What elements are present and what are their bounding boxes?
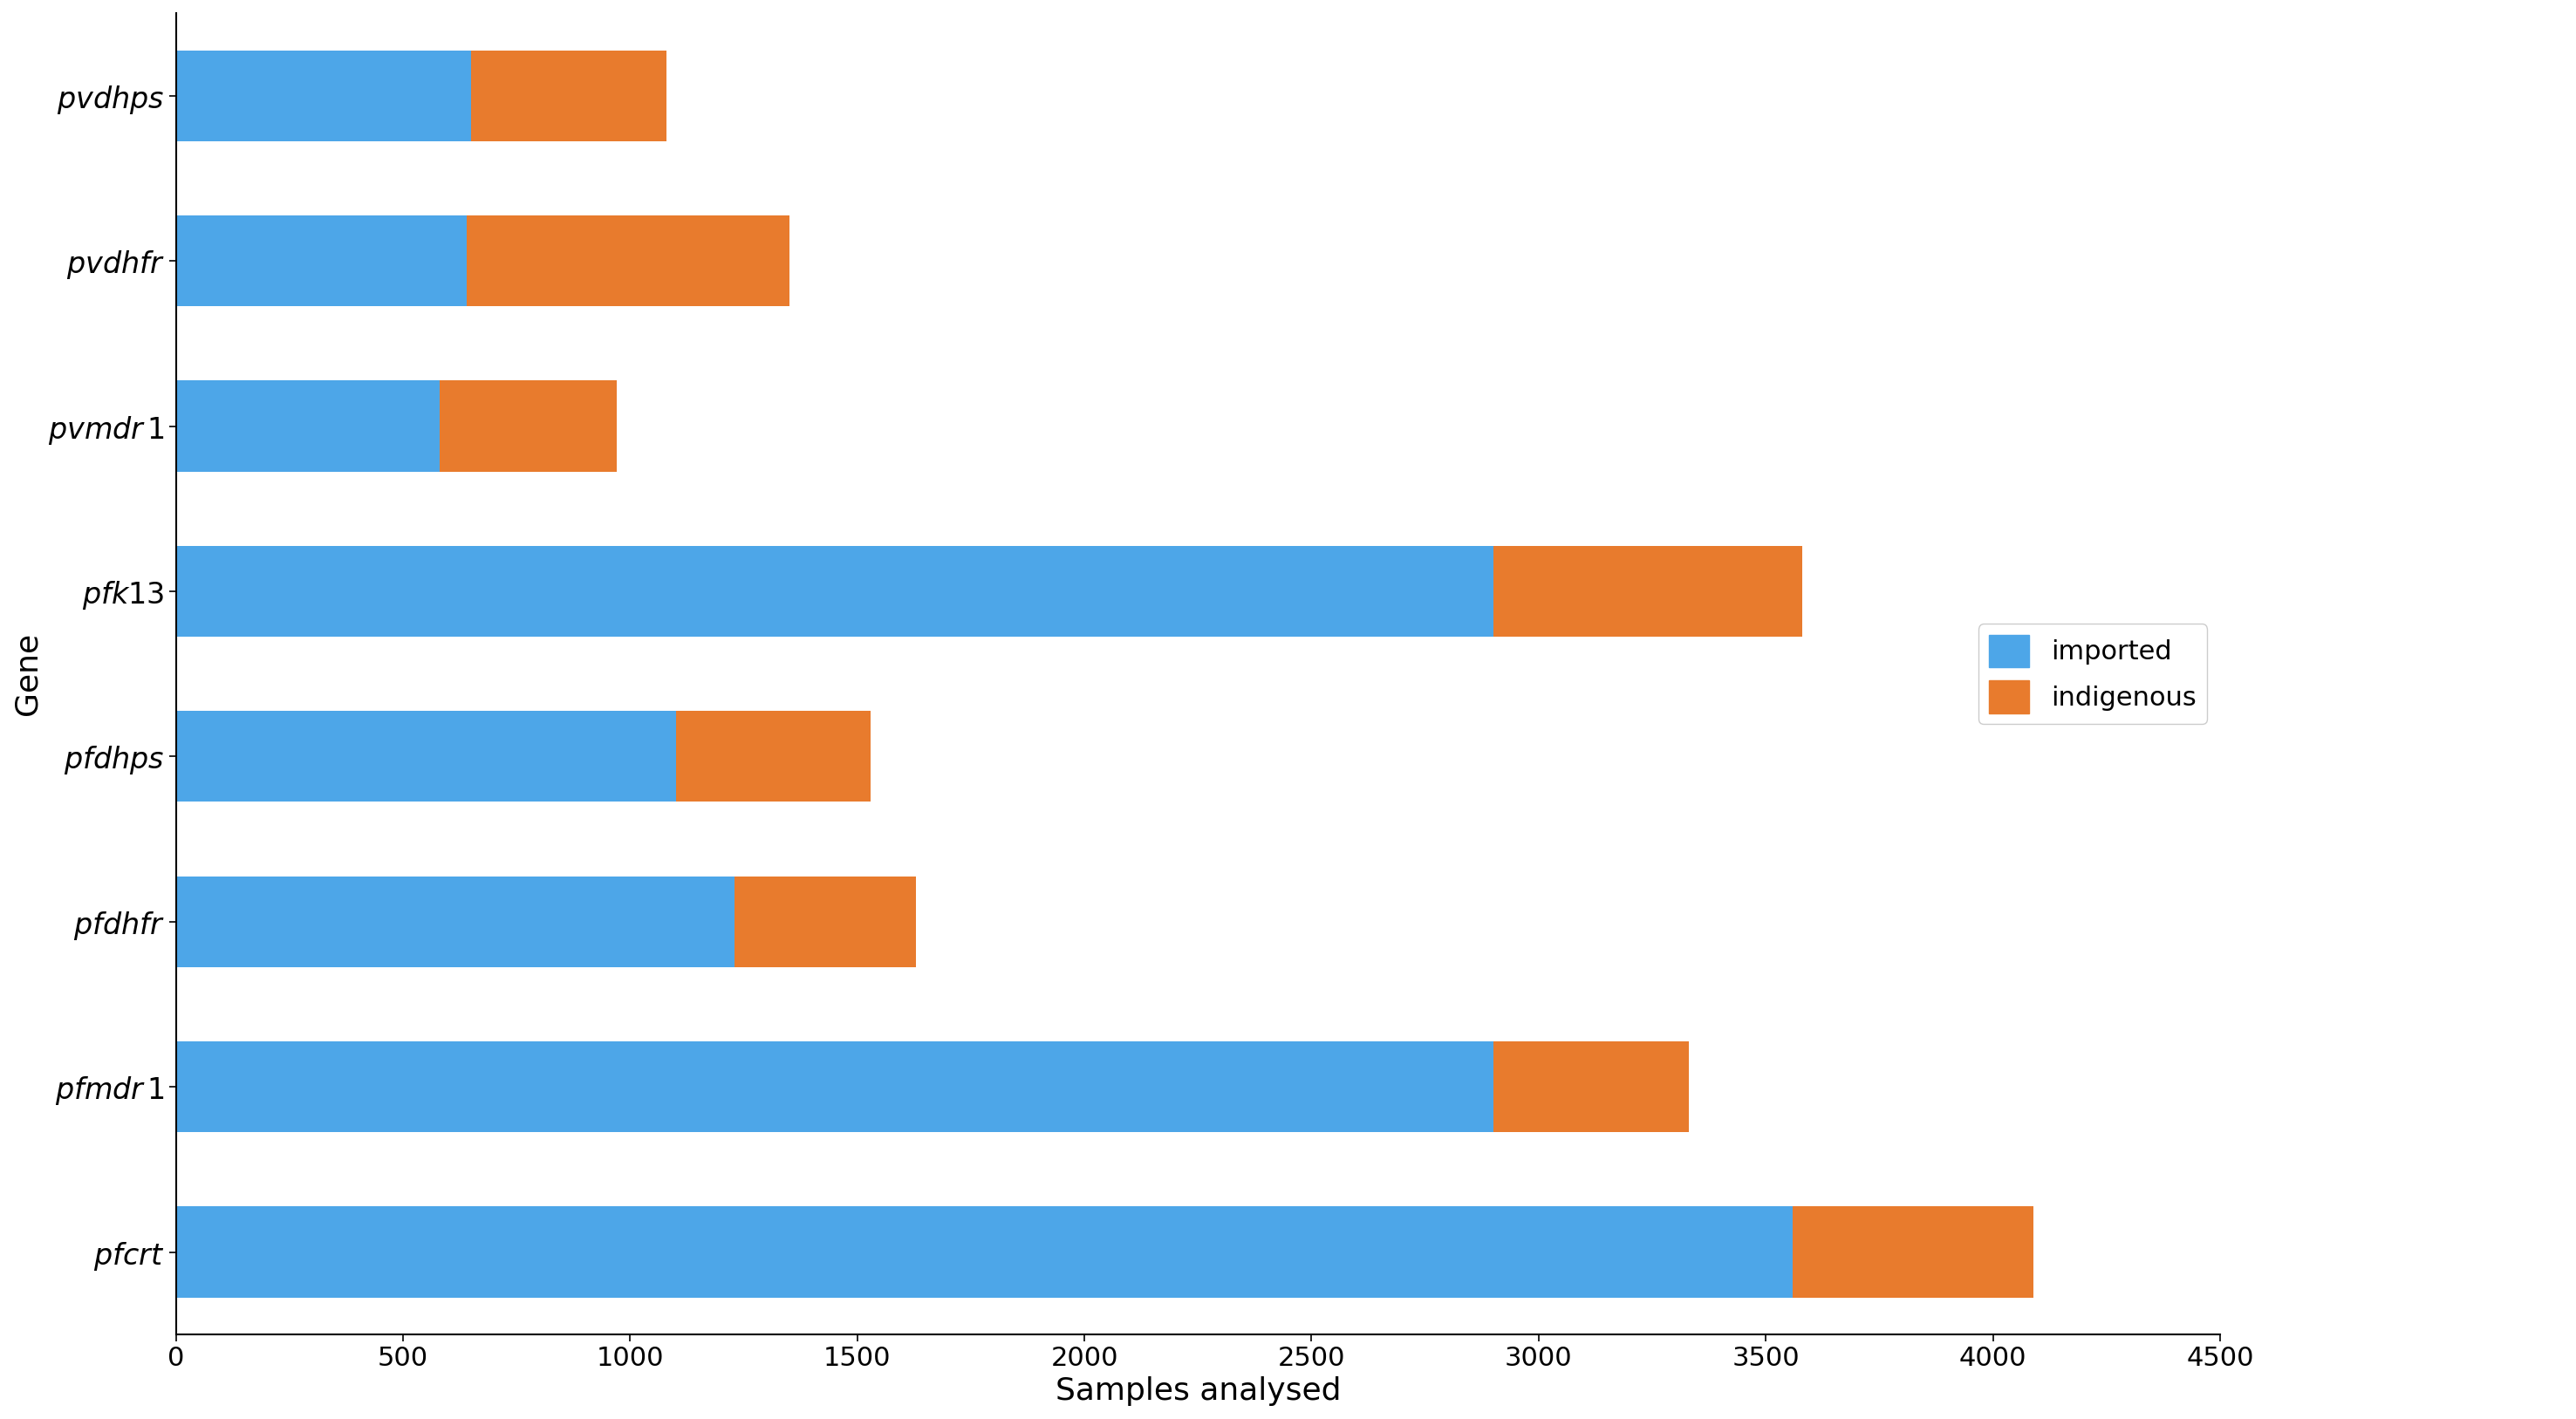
Bar (175, 546, 1494, 637)
Bar (175, 216, 466, 307)
Bar (734, 876, 917, 968)
Bar (175, 50, 471, 140)
Bar (175, 1206, 1793, 1297)
Bar (466, 216, 788, 307)
Bar (175, 711, 675, 802)
Bar (1494, 1042, 1687, 1132)
Bar (440, 380, 616, 471)
Bar (175, 380, 440, 471)
X-axis label: Samples analysed: Samples analysed (1056, 1376, 1342, 1406)
Bar (675, 711, 871, 802)
Bar (175, 876, 734, 968)
Legend: imported, indigenous: imported, indigenous (1978, 624, 2208, 724)
Bar (1793, 1206, 2035, 1297)
Bar (471, 50, 667, 140)
Bar (1494, 546, 1803, 637)
Y-axis label: Gene: Gene (13, 633, 44, 715)
Bar (175, 1042, 1494, 1132)
